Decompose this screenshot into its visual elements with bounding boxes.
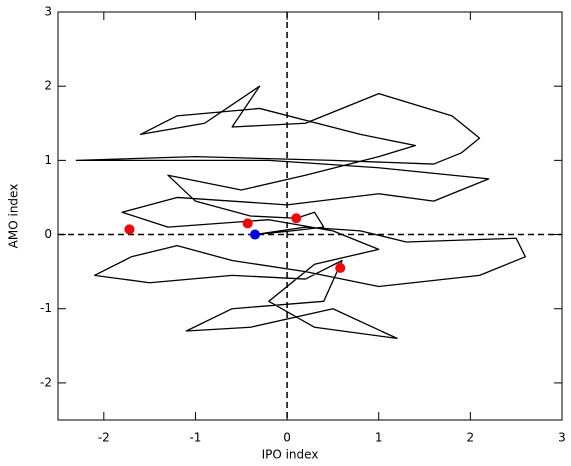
point <box>242 218 253 229</box>
y-tick-label: 2 <box>44 79 52 93</box>
point <box>250 229 261 240</box>
trajectory-line <box>75 85 526 340</box>
y-tick-label: 3 <box>44 5 52 19</box>
plot-frame <box>57 11 563 421</box>
y-tick-label: -1 <box>40 301 52 315</box>
point <box>124 224 135 235</box>
x-tick-label: 1 <box>375 431 383 445</box>
x-tick-label: 2 <box>467 431 475 445</box>
x-tick-label: 0 <box>283 431 291 445</box>
point <box>335 262 346 273</box>
x-axis-label: IPO index <box>262 448 319 462</box>
y-tick-label: 1 <box>44 153 52 167</box>
x-tick-label: -2 <box>98 431 110 445</box>
y-axis-label: AMO index <box>7 184 21 249</box>
x-tick-label: 3 <box>558 431 566 445</box>
x-tick-label: -1 <box>189 431 201 445</box>
y-tick-label: 0 <box>44 227 52 241</box>
y-tick-label: -2 <box>40 375 52 389</box>
point <box>291 213 302 224</box>
